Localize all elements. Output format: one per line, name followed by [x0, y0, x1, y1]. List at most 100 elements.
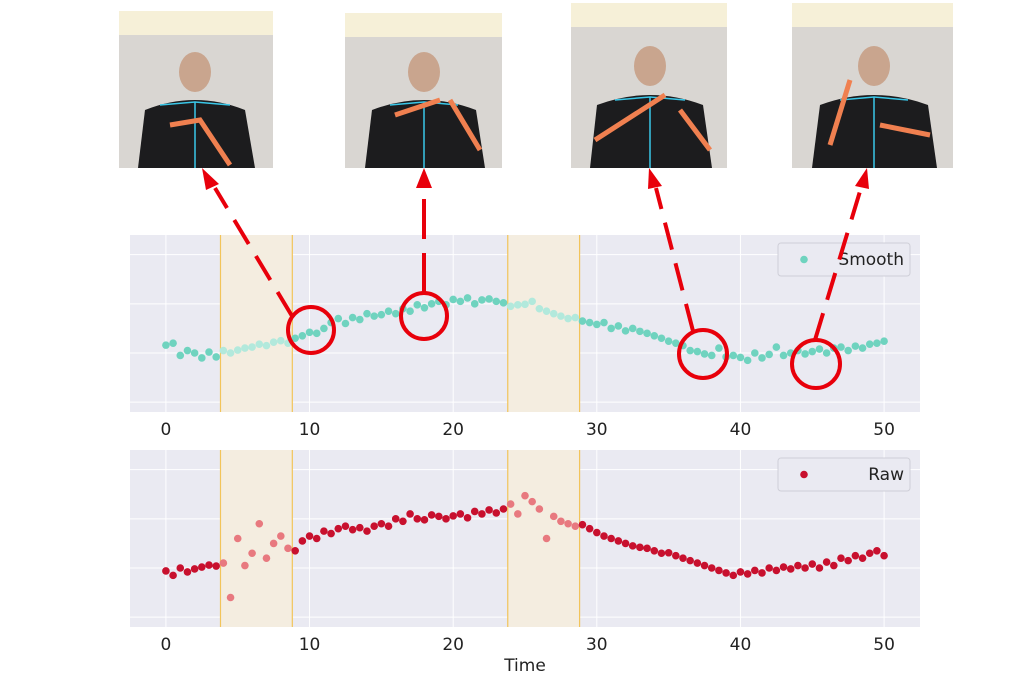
point: [205, 561, 213, 569]
point: [427, 300, 436, 308]
point: [312, 329, 321, 338]
point: [743, 356, 752, 365]
point: [169, 571, 177, 580]
point: [628, 324, 637, 333]
point: [312, 534, 321, 543]
point: [707, 564, 716, 572]
point: [420, 303, 429, 312]
photo: [571, 3, 727, 168]
point: [794, 561, 802, 570]
point: [643, 329, 651, 338]
point: [277, 336, 285, 345]
point: [370, 312, 378, 320]
point: [808, 560, 817, 568]
point: [585, 524, 594, 533]
legend-marker: [800, 255, 808, 264]
point: [743, 570, 752, 578]
point: [549, 512, 558, 521]
x-tick-label: 40: [730, 635, 752, 655]
point: [636, 327, 644, 336]
point: [779, 563, 788, 571]
point: [880, 551, 888, 560]
point: [348, 525, 357, 534]
point: [822, 349, 831, 357]
point: [557, 312, 565, 320]
point: [370, 522, 378, 531]
photo: [345, 13, 502, 168]
point: [190, 565, 199, 573]
point: [521, 300, 529, 309]
point: [499, 505, 508, 513]
x-tick-label: 30: [586, 635, 608, 655]
point: [284, 544, 292, 553]
point: [686, 346, 694, 355]
point: [470, 300, 479, 308]
point: [327, 529, 335, 538]
point: [657, 549, 666, 558]
point: [535, 304, 544, 313]
point: [219, 346, 228, 355]
point: [758, 569, 766, 577]
point: [858, 554, 867, 562]
point: [751, 349, 759, 357]
point: [162, 341, 170, 349]
point: [456, 510, 465, 518]
point: [736, 568, 745, 576]
x-tick-label: 20: [442, 420, 464, 440]
point: [722, 569, 730, 577]
point: [650, 331, 659, 340]
highlight-span: [220, 235, 293, 412]
point: [621, 539, 630, 548]
point: [485, 506, 493, 514]
point: [363, 527, 371, 535]
point: [463, 294, 472, 302]
point: [449, 295, 457, 304]
point: [298, 537, 307, 545]
point: [499, 299, 508, 307]
point: [363, 309, 371, 318]
point: [492, 509, 501, 517]
point: [183, 346, 192, 355]
point: [341, 522, 350, 531]
point: [198, 563, 206, 571]
point: [305, 328, 314, 337]
point: [772, 566, 781, 575]
legend-marker: [800, 470, 808, 479]
point: [341, 319, 350, 328]
point: [478, 296, 486, 304]
point: [585, 318, 594, 327]
point: [808, 347, 817, 356]
point: [650, 546, 659, 555]
point: [291, 546, 299, 555]
point: [736, 353, 745, 362]
legend-label: Smooth: [838, 250, 904, 270]
point: [348, 313, 357, 322]
point: [564, 519, 572, 528]
point: [600, 318, 608, 327]
point: [463, 514, 472, 522]
point: [571, 313, 580, 322]
point: [571, 522, 580, 531]
point: [621, 327, 630, 335]
point: [176, 351, 185, 360]
point: [865, 549, 874, 558]
point: [162, 567, 170, 575]
point: [593, 528, 601, 537]
point: [320, 324, 328, 333]
point: [765, 350, 773, 359]
point: [334, 524, 343, 533]
point: [815, 564, 824, 572]
x-tick-label: 10: [299, 420, 321, 440]
point: [356, 315, 364, 324]
point: [255, 340, 264, 348]
point: [391, 309, 400, 318]
point: [470, 507, 479, 516]
x-tick-label: 30: [586, 420, 608, 440]
point: [643, 544, 651, 553]
point: [514, 510, 522, 518]
point: [715, 566, 723, 575]
point: [277, 532, 285, 540]
point: [269, 539, 278, 548]
point: [391, 515, 400, 523]
